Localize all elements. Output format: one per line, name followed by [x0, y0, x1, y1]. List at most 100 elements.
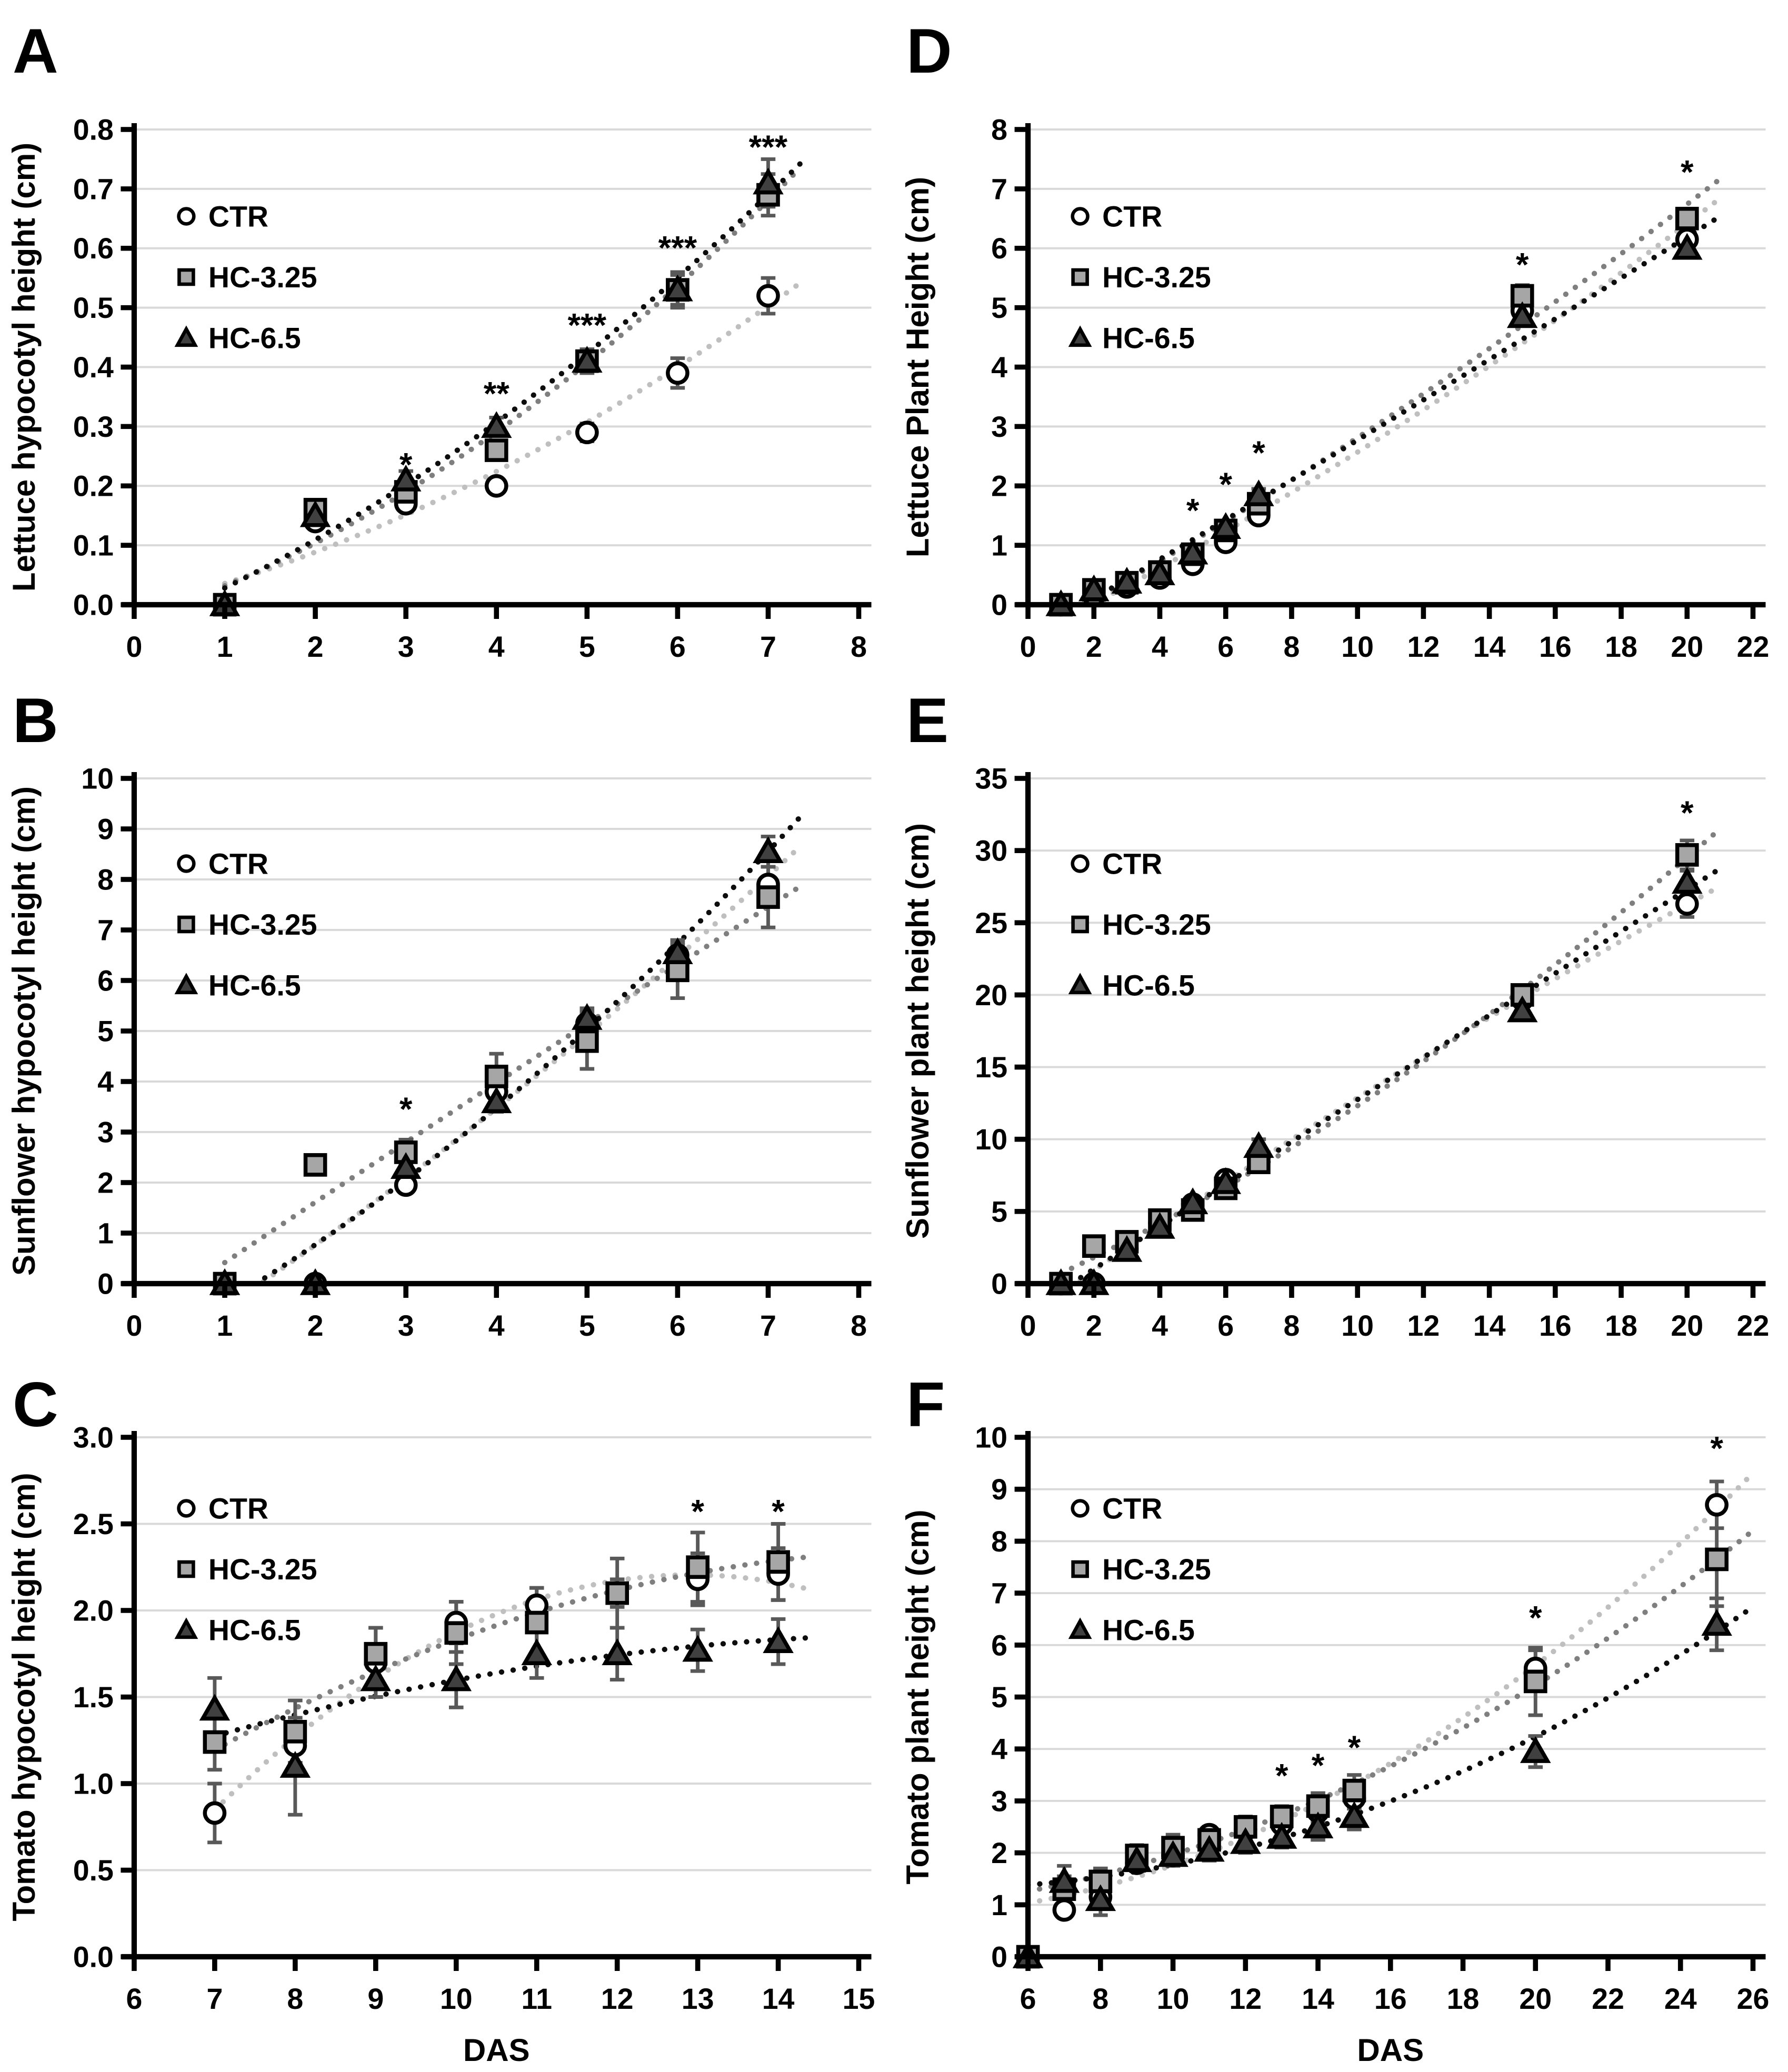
data-point-triangle	[441, 1664, 472, 1691]
data-point-triangle	[360, 1664, 392, 1691]
x-tick-label: 24	[1664, 1983, 1697, 2015]
legend-label: HC-6.5	[1102, 322, 1195, 355]
y-tick-label: 35	[975, 763, 1007, 795]
panel-label: B	[13, 685, 58, 756]
panel-f-tomato-plant: 0 1 2 3 4 5 6 7 8 9 10 6 8 10 12 14 16 18 20 22 24 26 F Tomato …	[894, 1363, 1788, 2072]
legend-label: CTR	[208, 1492, 268, 1525]
panel-b-chart: 0 1 2 3 4 5 6 7 8 9 10 0 1 2 3 4 5 6 7 8 B Sunflower hypocoty…	[6, 685, 872, 1342]
data-point-square	[484, 1065, 508, 1088]
legend-item-hc-6-5: HC-6.5	[1068, 969, 1195, 1002]
legend-triangle-icon	[1068, 973, 1092, 995]
data-point-triangle	[1266, 1821, 1297, 1849]
legend-triangle-icon	[174, 325, 198, 347]
legend-label: HC-6.5	[208, 969, 301, 1002]
y-tick-label: 0.0	[73, 1940, 114, 1973]
x-tick-label: 12	[1407, 1309, 1440, 1342]
data-point-triangle	[1302, 1811, 1334, 1838]
x-tick-label: 22	[1592, 1983, 1624, 2015]
legend: CTR HC-3.25 HC-6.5	[174, 847, 317, 1002]
x-tick-label: 10	[1157, 1983, 1190, 2015]
trend-line-ctr	[1028, 1474, 1752, 1906]
x-tick-label: 4	[1152, 630, 1168, 663]
data-point-square	[1082, 1234, 1106, 1258]
x-tick-label: 5	[579, 630, 595, 663]
x-tick-label: 4	[1152, 1309, 1168, 1342]
legend-label: HC-6.5	[208, 1614, 301, 1646]
data-point-square	[1342, 1778, 1366, 1803]
panel-label: F	[906, 1369, 945, 1440]
x-tick-label: 20	[1671, 630, 1703, 663]
x-tick-label: 20	[1519, 1983, 1552, 2015]
data-point-triangle	[299, 500, 331, 527]
legend-item-ctr: CTR	[1071, 1493, 1162, 1525]
x-tick-label: 2	[1086, 1309, 1102, 1342]
y-tick-label: 2	[97, 1166, 114, 1199]
legend-circle-icon	[1071, 854, 1090, 873]
x-tick-label: 18	[1605, 1309, 1637, 1342]
data-point-square	[484, 438, 508, 462]
y-tick-label: 0.6	[73, 232, 114, 265]
data-point-square	[1675, 206, 1699, 231]
data-point-triangle	[763, 1626, 794, 1653]
x-tick-label: 12	[1407, 630, 1440, 663]
y-tick-label: 5	[991, 292, 1007, 324]
legend: CTR HC-3.25 HC-6.5	[174, 1492, 317, 1647]
legend-item-ctr: CTR	[177, 200, 268, 233]
legend-triangle-icon	[1068, 1617, 1092, 1639]
data-point-triangle	[1121, 1845, 1152, 1873]
trend-line-hc-3-25	[1058, 826, 1723, 1276]
data-point-triangle	[1671, 233, 1703, 260]
significance-annotation: *	[1710, 1430, 1723, 1467]
x-tick-label: 20	[1671, 1309, 1703, 1342]
x-tick-label: 6	[670, 1309, 686, 1342]
x-tick-label: 1	[217, 630, 233, 663]
significance-annotation: **	[484, 375, 510, 412]
y-tick-label: 10	[975, 1422, 1007, 1454]
x-tick-label: 8	[1284, 630, 1300, 663]
y-tick-label: 5	[97, 1015, 114, 1047]
x-tick-label: 12	[1229, 1983, 1262, 2015]
trend-lines	[212, 1554, 814, 1813]
legend-item-hc-3-25: HC-3.25	[177, 1553, 317, 1586]
legend-item-ctr: CTR	[1071, 848, 1162, 880]
data-point-circle	[203, 1801, 227, 1825]
data-point-square	[1705, 1547, 1729, 1571]
data-point-triangle	[1177, 1187, 1208, 1215]
y-axis-title: Lettuce hypocotyl height (cm)	[6, 143, 42, 592]
data-point-triangle	[1243, 1131, 1274, 1158]
legend-item-ctr: CTR	[1071, 201, 1162, 233]
y-tick-label: 8	[991, 114, 1007, 146]
y-tick-label: 3.0	[73, 1421, 114, 1454]
data-point-square	[1675, 843, 1699, 867]
y-tick-label: 20	[975, 979, 1007, 1012]
x-tick-label: 3	[398, 1309, 414, 1342]
legend-square-icon	[1071, 1560, 1089, 1578]
trend-line-ctr	[1085, 196, 1723, 605]
data-point-triangle	[1078, 574, 1110, 602]
panel-a-lettuce-hypocotyl: 0.0 0.1 0.2 0.3 0.4 0.5 0.6 0.7 0.8 0 1 2 3 4 5 6 7 8 A Let…	[0, 0, 894, 679]
y-tick-label: 10	[81, 762, 114, 795]
y-tick-label: 2	[991, 470, 1007, 503]
data-point-triangle	[1701, 1609, 1732, 1636]
panel-b-sunflower-hypocotyl: 0 1 2 3 4 5 6 7 8 9 10 0 1 2 3 4 5 6 7 8 B Sunflower hypocoty…	[0, 679, 894, 1363]
x-tick-label: 8	[851, 1309, 867, 1342]
x-tick-label: 1	[217, 1309, 233, 1342]
y-tick-label: 3	[991, 411, 1007, 443]
y-tick-label: 9	[991, 1473, 1007, 1506]
trend-line-hc-6-5	[222, 160, 804, 591]
data-point-square	[766, 1550, 790, 1574]
legend-item-hc-6-5: HC-6.5	[1068, 1614, 1195, 1646]
trend-line-ctr	[255, 843, 804, 1284]
legend-item-hc-6-5: HC-6.5	[174, 1614, 301, 1647]
x-tick-label: 10	[1341, 1309, 1374, 1342]
data-point-square	[303, 1153, 327, 1177]
x-tick-label: 15	[843, 1983, 875, 2015]
x-tick-label: 18	[1605, 630, 1637, 663]
trend-line-hc-6-5	[212, 1635, 814, 1739]
data-point-square	[1523, 1669, 1547, 1694]
significance-annotation: *	[399, 447, 413, 484]
data-point-triangle	[390, 464, 422, 492]
y-tick-label: 6	[991, 232, 1007, 265]
